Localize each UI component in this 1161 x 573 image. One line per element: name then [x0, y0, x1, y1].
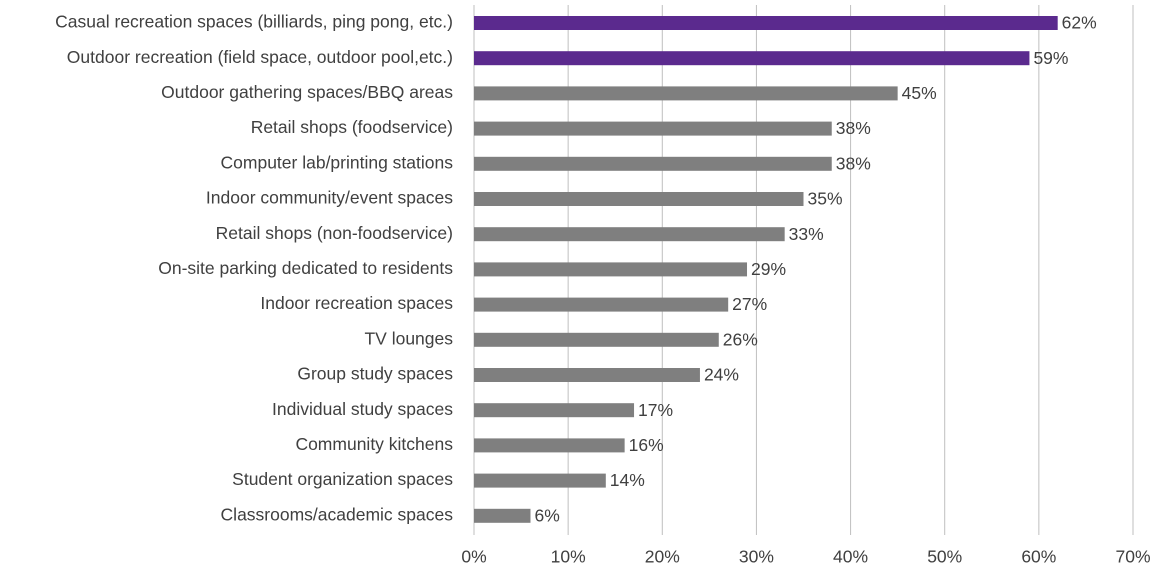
y-tick-label: Group study spaces [297, 364, 453, 384]
value-label: 62% [1062, 13, 1097, 33]
bar [474, 227, 785, 242]
y-tick-label: Outdoor gathering spaces/BBQ areas [161, 82, 453, 102]
y-tick-label: Indoor recreation spaces [260, 293, 453, 313]
bar [474, 51, 1030, 66]
bar [474, 262, 748, 277]
bar [474, 403, 635, 418]
y-tick-label: TV lounges [364, 328, 453, 348]
bar [474, 438, 625, 453]
bar [474, 297, 729, 312]
bar [474, 86, 898, 101]
y-tick-label: Outdoor recreation (field space, outdoor… [67, 47, 453, 67]
x-tick-label: 70% [1115, 547, 1150, 567]
bar [474, 508, 531, 523]
value-label: 24% [704, 365, 739, 385]
bar [474, 156, 832, 171]
bar [474, 473, 606, 488]
y-tick-label: Community kitchens [295, 434, 453, 454]
x-tick-label: 40% [833, 547, 868, 567]
x-tick-label: 50% [927, 547, 962, 567]
value-label: 14% [610, 470, 645, 490]
value-label: 45% [902, 83, 937, 103]
value-label: 59% [1033, 48, 1068, 68]
y-tick-label: Indoor community/event spaces [206, 188, 453, 208]
x-tick-label: 30% [739, 547, 774, 567]
y-tick-label: Casual recreation spaces (billiards, pin… [55, 12, 453, 32]
bar [474, 192, 804, 206]
y-tick-label: Retail shops (foodservice) [251, 117, 453, 137]
x-tick-label: 0% [461, 547, 486, 567]
value-label: 26% [723, 329, 758, 349]
bar [474, 16, 1058, 30]
x-tick-label: 60% [1021, 547, 1056, 567]
value-label: 38% [836, 153, 871, 173]
value-label: 16% [629, 435, 664, 455]
bar [474, 332, 719, 347]
value-label: 35% [808, 189, 843, 209]
y-tick-label: Individual study spaces [272, 399, 453, 419]
value-label: 17% [638, 400, 673, 420]
y-tick-label: Classrooms/academic spaces [221, 504, 454, 524]
y-tick-label: Student organization spaces [232, 469, 453, 489]
value-label: 27% [732, 294, 767, 314]
bar [474, 368, 700, 382]
y-tick-label: On-site parking dedicated to residents [158, 258, 453, 278]
x-tick-label: 10% [551, 547, 586, 567]
y-tick-label: Computer lab/printing stations [221, 152, 454, 172]
value-label: 29% [751, 259, 786, 279]
bar [474, 121, 832, 136]
value-label: 38% [836, 118, 871, 138]
value-label: 33% [789, 224, 824, 244]
value-label: 6% [534, 505, 559, 525]
y-tick-label: Retail shops (non-foodservice) [216, 223, 453, 243]
x-tick-label: 20% [645, 547, 680, 567]
